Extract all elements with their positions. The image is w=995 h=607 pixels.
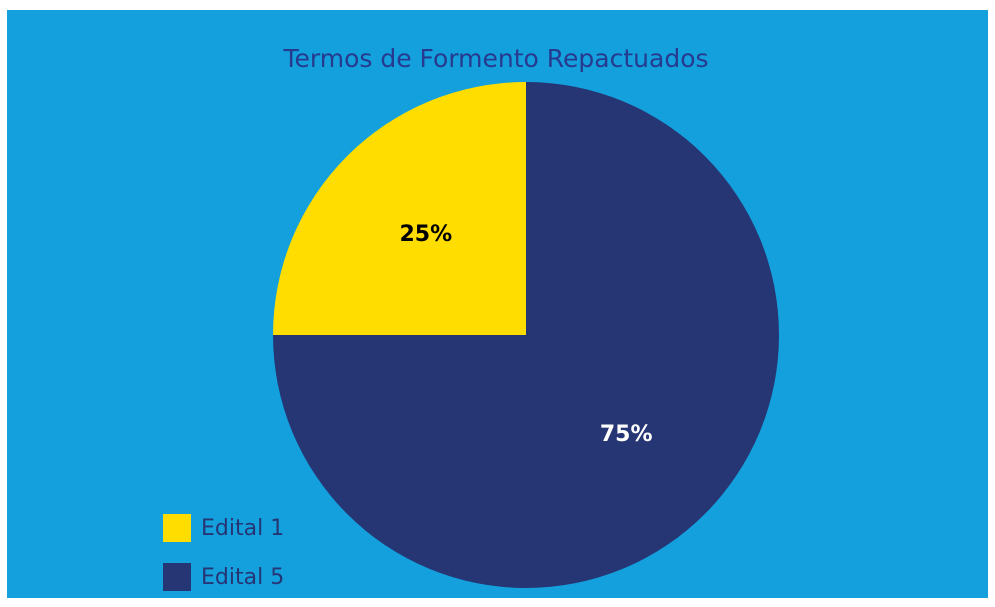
legend-swatch [163,514,191,542]
legend-swatch [163,563,191,591]
legend-label: Edital 1 [201,516,284,541]
data-label: 75% [600,422,653,447]
data-label: 25% [399,222,452,247]
pie-slice [273,82,779,588]
pie-slice [273,82,526,335]
chart-title: Termos de Formento Repactuados [282,44,708,73]
legend-label: Edital 5 [201,565,284,590]
